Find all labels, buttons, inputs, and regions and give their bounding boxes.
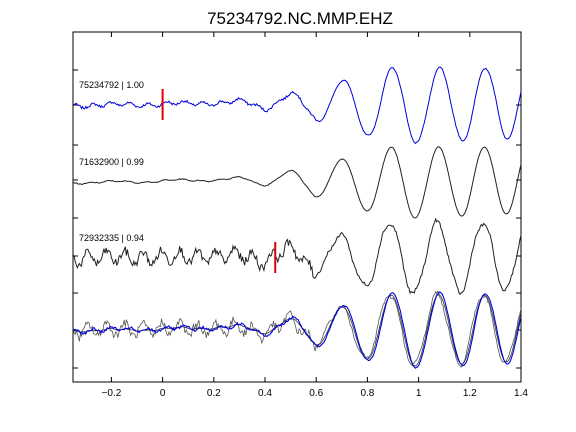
x-tick-label: 1	[416, 388, 422, 399]
x-tick-label: 1.4	[514, 388, 528, 399]
trace-label: 71632900 | 0.99	[79, 157, 144, 167]
overlay-trace-line	[72, 290, 522, 368]
x-axis: −0.2 0 0.2 0.4 0.6 0.8 1 1.2 1.4	[102, 32, 528, 399]
overlay-trace-line	[72, 291, 522, 369]
trace-label: 75234792 | 1.00	[79, 80, 144, 90]
traces: 75234792 | 1.00 71632900 | 0.99 72932335 |…	[72, 66, 522, 369]
x-tick-label: 0	[160, 388, 166, 399]
x-tick-label: 0.6	[309, 388, 323, 399]
x-tick-label: 0.8	[360, 388, 374, 399]
x-tick-label: 0.2	[207, 388, 221, 399]
overlay-trace-line	[72, 294, 522, 367]
x-tick-label: −0.2	[102, 388, 122, 399]
trace-line	[72, 217, 522, 296]
plot-frame	[72, 31, 522, 383]
trace-line	[73, 146, 522, 219]
trace-label: 72932335 | 0.94	[79, 233, 144, 243]
chart-title: 75234792.NC.MMP.EHZ	[207, 9, 393, 28]
trace-line	[72, 66, 522, 145]
x-tick-label: 0.4	[258, 388, 272, 399]
x-tick-label: 1.2	[463, 388, 477, 399]
